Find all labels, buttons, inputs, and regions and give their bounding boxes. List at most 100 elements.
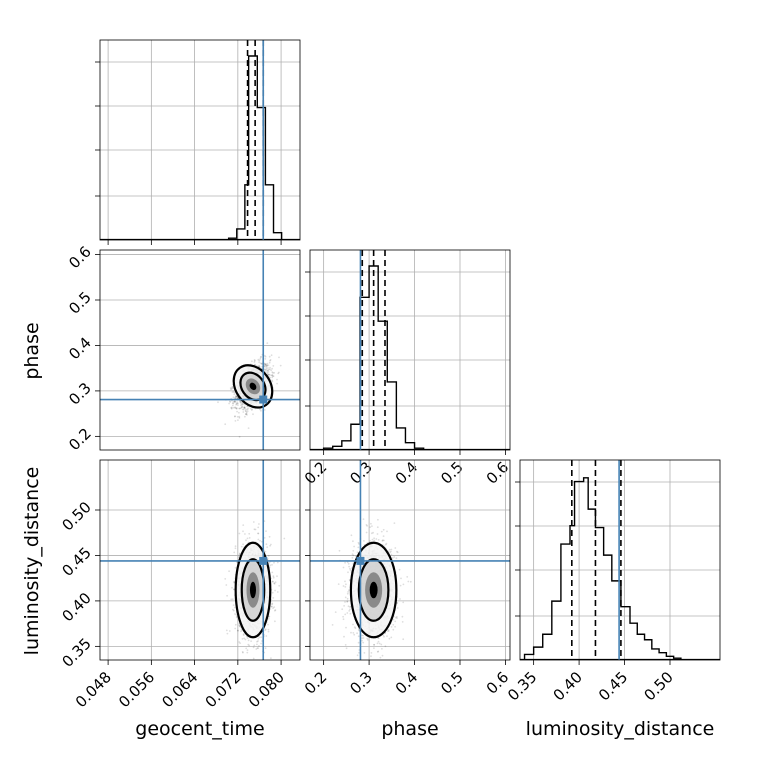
scatter-point (392, 670, 394, 672)
scatter-point (273, 606, 276, 608)
scatter-point (260, 636, 263, 639)
scatter-point (234, 545, 237, 548)
scatter-point (272, 372, 274, 374)
scatter-point (365, 524, 368, 526)
y-tick-label: 0.35 (58, 634, 94, 670)
scatter-point (252, 657, 255, 660)
scatter-point (257, 647, 259, 649)
scatter-point (392, 628, 395, 631)
scatter-point (352, 540, 354, 543)
scatter-point (274, 581, 277, 584)
scatter-point (246, 537, 249, 540)
scatter-point (244, 415, 246, 418)
scatter-point (393, 522, 396, 524)
xlabel-phase: phase (381, 718, 438, 740)
scatter-point (230, 407, 233, 409)
scatter-point (267, 617, 270, 620)
scatter-point (271, 380, 274, 383)
scatter-point (356, 654, 359, 657)
scatter-point (344, 596, 347, 599)
scatter-point (387, 629, 390, 631)
hist-bar (584, 478, 589, 660)
hist-bar (237, 229, 245, 240)
scatter-point (369, 540, 372, 542)
scatter-point (271, 367, 273, 370)
density-contour (249, 581, 256, 599)
scatter-point (269, 544, 271, 547)
scatter-point (363, 652, 366, 654)
scatter-point (268, 368, 271, 371)
scatter-point (273, 582, 276, 585)
scatter-point (352, 549, 355, 552)
scatter-point (257, 358, 260, 361)
scatter-point (266, 372, 269, 374)
scatter-point (391, 557, 394, 559)
scatter-point (277, 372, 280, 375)
scatter-point (245, 647, 248, 650)
scatter-point (241, 651, 244, 653)
panel-frame (309, 459, 511, 661)
scatter-point (362, 641, 365, 644)
scatter-point (236, 402, 239, 405)
scatter-point (233, 393, 236, 396)
scatter-point (228, 570, 231, 573)
x-tick-label: 0.5 (437, 458, 467, 488)
x-tick-label: 0.2 (301, 458, 331, 488)
hist-bar (534, 647, 543, 660)
scatter-point (248, 537, 251, 539)
scatter-point (264, 550, 267, 553)
scatter-point (257, 532, 260, 535)
scatter-point (378, 642, 381, 645)
y-tick-label: 0.45 (58, 544, 94, 580)
scatter-point (224, 423, 227, 426)
scatter-point (234, 407, 236, 409)
scatter-point (231, 402, 234, 404)
scatter-point (396, 550, 398, 553)
scatter-point (357, 541, 360, 544)
x-tick-label: 0.064 (158, 668, 201, 711)
scatter-point (234, 627, 237, 630)
panel-scatter-geocent_time-phase: 0.2 0.3 0.4 0.5 0.6 (65, 243, 301, 454)
scatter-point (254, 359, 256, 362)
scatter-point (245, 413, 247, 416)
scatter-point (346, 561, 349, 564)
scatter-point (245, 413, 247, 415)
scatter-point (348, 565, 350, 568)
hist-bar (387, 382, 396, 450)
hist-bar (378, 321, 387, 450)
scatter-point (252, 646, 255, 649)
scatter-point (352, 554, 355, 557)
y-tick-label: 0.3 (65, 379, 95, 409)
scatter-point (276, 561, 279, 564)
scatter-point (231, 386, 234, 388)
ticks (95, 61, 282, 245)
hist-bar (360, 297, 369, 450)
scatter-point (234, 401, 237, 403)
scatter-point (394, 616, 397, 619)
scatter-point (379, 656, 382, 659)
scatter-point (264, 364, 267, 366)
y-tick-label: 0.5 (65, 288, 95, 318)
scatter-point (260, 642, 262, 645)
panel-frame (99, 459, 301, 661)
scatter-point (238, 407, 241, 410)
scatter-point (235, 395, 238, 398)
scatter-point (266, 369, 269, 372)
scatter-point (263, 354, 266, 357)
scatter-point (381, 647, 383, 650)
panel-scatter-geocent_time-luminosity_distance: 0.048 0.056 0.064 0.072 0.080 0.35 0.40 0.45 0.5… (58, 459, 301, 711)
scatter-point (232, 604, 235, 606)
scatter-point (264, 369, 267, 372)
scatter-point (235, 402, 238, 405)
scatter-point (338, 549, 341, 552)
scatter-point (238, 554, 241, 556)
scatter-point (239, 625, 241, 628)
scatter-point (269, 376, 272, 379)
x-tick-label: 0.3 (346, 668, 376, 698)
scatter-point (352, 632, 355, 634)
hist-step (523, 477, 682, 660)
scatter-point (250, 409, 253, 411)
truth-marker (259, 395, 268, 404)
scatter-point (370, 522, 372, 525)
scatter-point (369, 526, 372, 528)
